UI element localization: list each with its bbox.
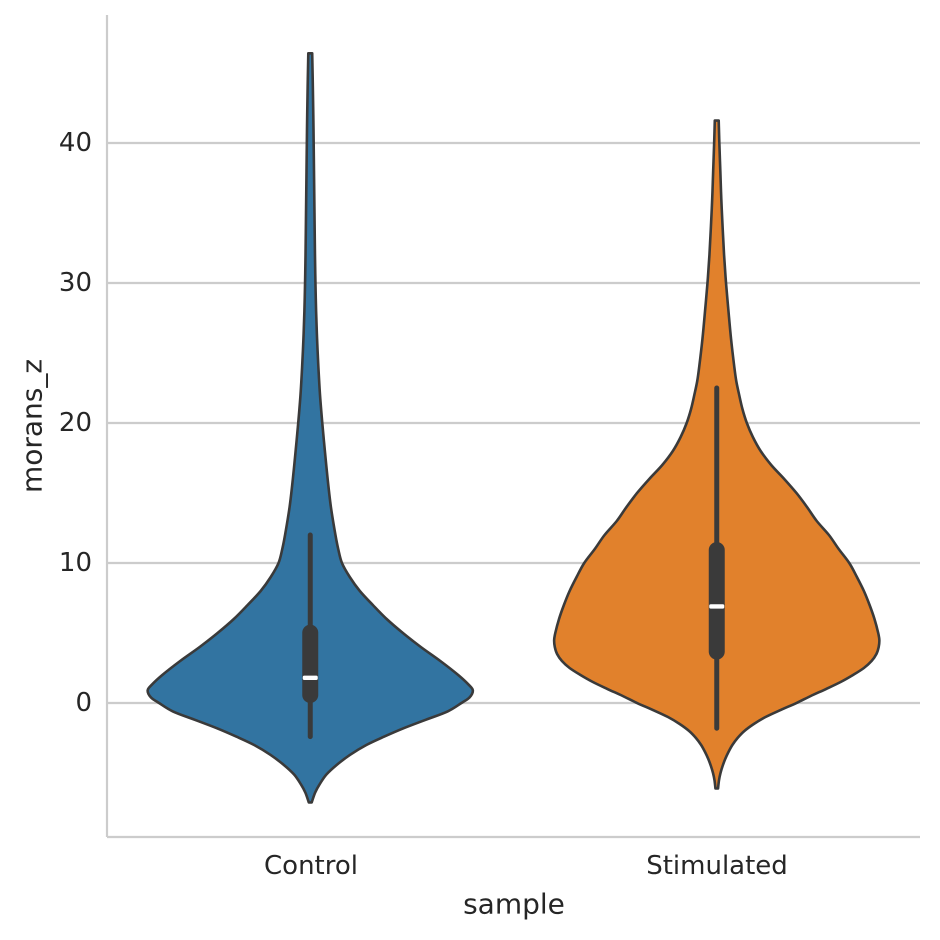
median-line-stimulated	[709, 604, 725, 609]
iqr-box-stimulated	[708, 541, 725, 660]
y-tick-label-20: 20	[58, 408, 92, 438]
y-tick-label-40: 40	[58, 128, 92, 158]
violin-control	[146, 52, 475, 804]
y-tick-label-0: 0	[75, 688, 92, 718]
x-tick-label-stimulated: Stimulated	[646, 851, 788, 881]
median-line-control	[302, 675, 318, 681]
y-tick-label-30: 30	[58, 268, 92, 298]
y-axis-label: morans_z	[15, 358, 49, 494]
x-tick-label-control: Control	[264, 851, 358, 881]
iqr-box-control	[302, 624, 319, 704]
x-axis-label: sample	[463, 887, 565, 921]
y-tick-label-10: 10	[58, 548, 92, 578]
